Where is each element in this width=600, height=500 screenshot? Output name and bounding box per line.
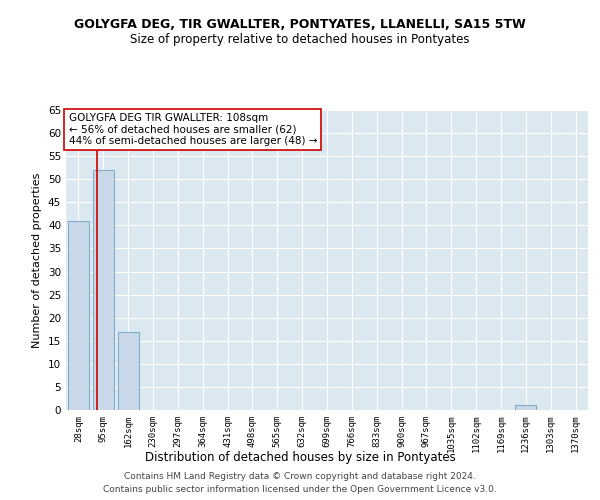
Text: Size of property relative to detached houses in Pontyates: Size of property relative to detached ho… — [130, 32, 470, 46]
Bar — [68, 221, 89, 410]
Text: Contains HM Land Registry data © Crown copyright and database right 2024.: Contains HM Land Registry data © Crown c… — [124, 472, 476, 481]
Bar — [93, 170, 114, 410]
Text: GOLYGFA DEG, TIR GWALLTER, PONTYATES, LLANELLI, SA15 5TW: GOLYGFA DEG, TIR GWALLTER, PONTYATES, LL… — [74, 18, 526, 30]
Bar — [515, 406, 536, 410]
Text: Distribution of detached houses by size in Pontyates: Distribution of detached houses by size … — [145, 451, 455, 464]
Text: GOLYGFA DEG TIR GWALLTER: 108sqm
← 56% of detached houses are smaller (62)
44% o: GOLYGFA DEG TIR GWALLTER: 108sqm ← 56% o… — [68, 113, 317, 146]
Y-axis label: Number of detached properties: Number of detached properties — [32, 172, 43, 348]
Bar — [118, 332, 139, 410]
Text: Contains public sector information licensed under the Open Government Licence v3: Contains public sector information licen… — [103, 485, 497, 494]
